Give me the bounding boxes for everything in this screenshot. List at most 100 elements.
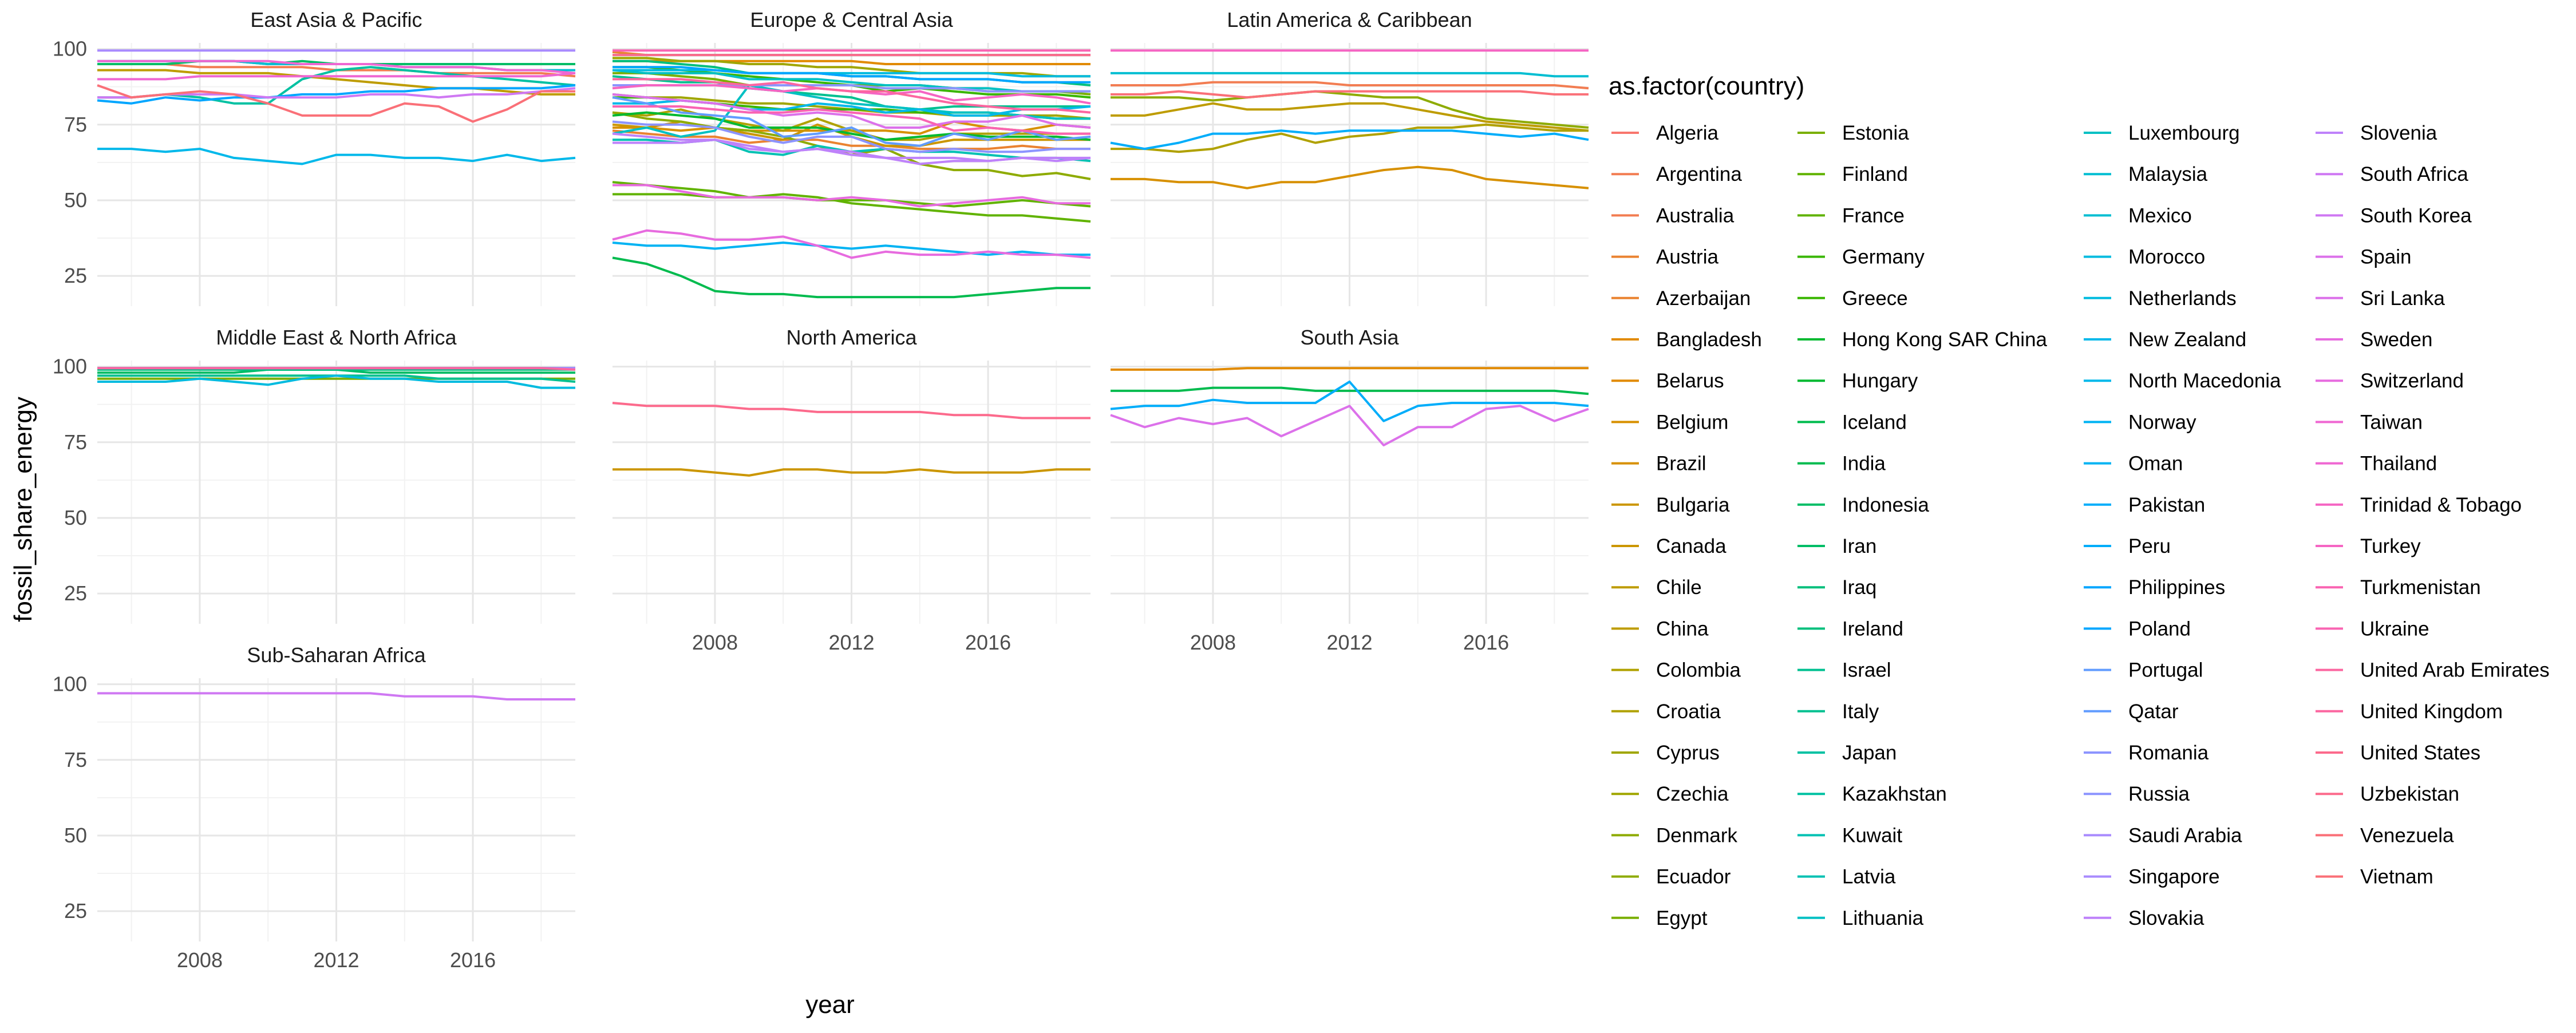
series-line-china — [97, 69, 575, 96]
legend-item-taiwan: Taiwan — [2316, 411, 2423, 433]
legend-item-israel: Israel — [1797, 659, 1891, 682]
legend-label: Estonia — [1842, 122, 1909, 144]
legend-item-ecuador: Ecuador — [1611, 866, 1731, 888]
legend-item-croatia: Croatia — [1611, 700, 1721, 723]
y-tick-label: 25 — [64, 899, 87, 923]
legend-item-singapore: Singapore — [2084, 866, 2220, 888]
series-line-finland — [612, 181, 1091, 223]
legend-label: Egypt — [1656, 907, 1708, 929]
legend-item-saudi-arabia: Saudi Arabia — [2084, 824, 2242, 846]
legend-label: India — [1842, 453, 1886, 475]
legend-item-slovakia: Slovakia — [2084, 907, 2204, 929]
x-tick-label: 2016 — [965, 631, 1011, 654]
legend-label: Colombia — [1656, 659, 1741, 682]
legend-item-france: France — [1797, 204, 1905, 227]
legend-item-finland: Finland — [1797, 163, 1908, 185]
legend-label: Kuwait — [1842, 824, 1902, 846]
legend-label: Belarus — [1656, 370, 1724, 392]
legend-label: United Kingdom — [2360, 700, 2503, 723]
series-line-poland — [613, 66, 1091, 84]
legend-item-estonia: Estonia — [1797, 122, 1909, 144]
legend-label: Austria — [1656, 246, 1718, 268]
series-line-venezuela — [1111, 90, 1589, 99]
series-line-ukraine — [613, 105, 1091, 135]
legend-item-qatar: Qatar — [2084, 700, 2179, 723]
legend-label: Iraq — [1842, 576, 1876, 599]
facet-panels: East Asia & Pacific 25 50 75 100 Europe & Cen… — [53, 8, 1589, 972]
series-line-lithuania — [612, 84, 1091, 138]
legend-item-russia: Russia — [2084, 783, 2190, 805]
legend-item-pakistan: Pakistan — [2084, 494, 2205, 516]
legend-label: Ecuador — [1656, 866, 1731, 888]
legend-label: Ukraine — [2360, 618, 2429, 640]
panel-sub-saharan-africa: Sub-Saharan Africa 25 50 75 100 2008 2012 2016 — [53, 643, 575, 972]
y-tick-label: 50 — [64, 824, 87, 847]
series-line-slovenia — [613, 138, 1091, 165]
legend-label: Thailand — [2360, 453, 2437, 475]
legend-label: Iran — [1842, 535, 1876, 557]
series-line-france — [613, 193, 1091, 208]
legend-item-germany: Germany — [1797, 246, 1925, 268]
legend-item-algeria: Algeria — [1611, 122, 1718, 144]
panel-europe-and-central-asia: Europe & Central Asia — [612, 8, 1091, 306]
legend-item-japan: Japan — [1797, 742, 1897, 764]
series-line-brazil — [1111, 165, 1589, 189]
legend-item-venezuela: Venezuela — [2316, 824, 2454, 846]
legend-item-austria: Austria — [1611, 246, 1718, 268]
panel-title: Middle East & North Africa — [216, 326, 457, 349]
series-line-united-arab-emirates — [97, 367, 576, 371]
legend-item-india: India — [1797, 453, 1886, 475]
legend-label: Finland — [1842, 163, 1908, 185]
series-line-austria — [612, 129, 1091, 151]
series-line-iceland — [612, 256, 1091, 299]
legend-label: Lithuania — [1842, 907, 1924, 929]
legend-label: United States — [2360, 742, 2480, 764]
legend-item-luxembourg: Luxembourg — [2084, 122, 2240, 144]
legend-item-south-africa: South Africa — [2316, 163, 2468, 185]
legend-item-ukraine: Ukraine — [2316, 618, 2429, 640]
panel-south-asia: South Asia 2008 2012 2016 — [1110, 326, 1589, 654]
series-line-vietnam — [97, 84, 575, 123]
legend-label: Belgium — [1656, 411, 1728, 433]
panel-title: Latin America & Caribbean — [1227, 8, 1472, 31]
legend-label: Saudi Arabia — [2128, 824, 2242, 846]
series-line-switzerland — [613, 184, 1091, 208]
legend-item-philippines: Philippines — [2084, 576, 2225, 599]
y-tick-label: 75 — [64, 430, 87, 454]
y-tick-label: 25 — [64, 264, 87, 287]
y-axis-label: fossil_share_energy — [9, 397, 37, 622]
legend-item-north-macedonia: North Macedonia — [2084, 370, 2281, 392]
x-tick-label: 2012 — [313, 948, 359, 972]
legend-label: Brazil — [1656, 453, 1706, 475]
legend-label: North Macedonia — [2128, 370, 2281, 392]
legend-label: Venezuela — [2360, 824, 2454, 846]
series-line-india — [1111, 386, 1589, 395]
legend-item-bangladesh: Bangladesh — [1611, 328, 1762, 351]
series-line-spain — [612, 93, 1091, 129]
legend-label: Trinidad & Tobago — [2360, 494, 2522, 516]
legend-label: Uzbekistan — [2360, 783, 2459, 805]
legend-label: Sri Lanka — [2360, 287, 2445, 310]
legend-label: Latvia — [1842, 866, 1896, 888]
legend-item-trinidad-and-tobago: Trinidad & Tobago — [2316, 494, 2522, 516]
series-line-netherlands — [613, 69, 1091, 78]
x-tick-label: 2008 — [692, 631, 738, 654]
panel-middle-east-and-north-africa: Middle East & North Africa 25 50 75 100 — [53, 326, 576, 624]
legend-label: Pakistan — [2128, 494, 2205, 516]
legend-item-iraq: Iraq — [1797, 576, 1876, 599]
series-line-hungary — [612, 111, 1091, 141]
legend-label: Israel — [1842, 659, 1891, 682]
x-tick-label: 2012 — [1326, 631, 1372, 654]
series-line-morocco — [97, 374, 575, 389]
legend-item-norway: Norway — [2084, 411, 2196, 433]
y-tick-label: 75 — [64, 748, 87, 771]
legend-item-brazil: Brazil — [1611, 453, 1706, 475]
y-tick-label: 50 — [64, 188, 87, 212]
panel-title: East Asia & Pacific — [250, 8, 422, 31]
legend-label: Canada — [1656, 535, 1726, 557]
panel-east-asia-and-pacific: East Asia & Pacific 25 50 75 100 — [53, 8, 576, 306]
legend-label: Oman — [2128, 453, 2183, 475]
legend-item-slovenia: Slovenia — [2316, 122, 2437, 144]
legend-label: Portugal — [2128, 659, 2203, 682]
